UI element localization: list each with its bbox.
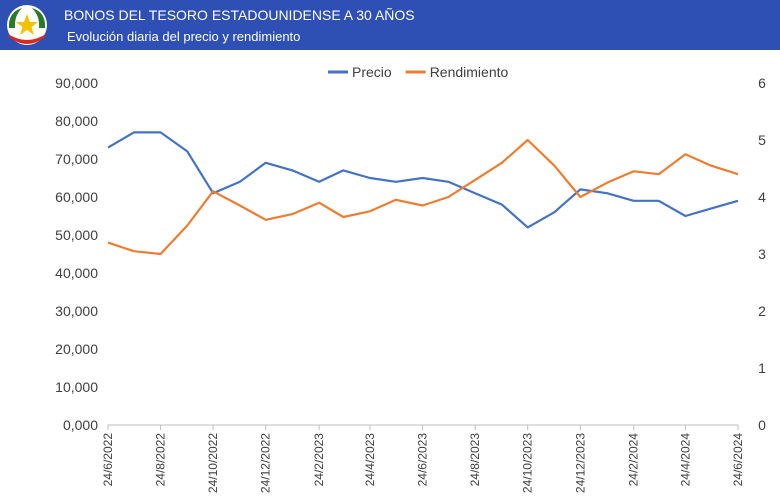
left-axis-tick-label: 30,000 (55, 303, 98, 319)
left-axis-tick-label: 20,000 (55, 341, 98, 357)
left-axis-tick-label: 80,000 (55, 113, 98, 129)
right-axis-ticks: 0 1 2 3 4 5 6 (758, 75, 766, 433)
left-axis-tick-label: 50,000 (55, 227, 98, 243)
x-axis-tick-label: 24/10/2022 (206, 433, 220, 493)
series-line-rendimiento (107, 138, 739, 256)
left-axis-tick-label: 70,000 (55, 151, 98, 167)
x-axis-tick-label: 24/4/2024 (678, 433, 692, 487)
x-axis-tick-label: 24/6/2024 (731, 433, 745, 487)
header-subtitle: Evolución diaria del precio y rendimient… (67, 29, 301, 44)
x-axis-tick-label: 24/2/2024 (627, 433, 641, 487)
coat-of-arms-logo (7, 5, 47, 45)
left-axis-tick-label: 0,000 (63, 417, 98, 433)
x-axis-tick-label: 24/6/2022 (101, 433, 115, 487)
x-axis-tick-label: 24/8/2022 (154, 433, 168, 487)
right-axis-tick-label: 3 (758, 246, 766, 262)
left-axis-tick-label: 10,000 (55, 379, 98, 395)
left-axis-ticks: 0,000 10,000 20,000 30,000 40,000 50,000 60,00… (55, 75, 98, 433)
right-axis-tick-label: 5 (758, 132, 766, 148)
right-axis-tick-label: 1 (758, 360, 766, 376)
left-axis-tick-label: 90,000 (55, 75, 98, 91)
series-line-precio (107, 131, 739, 229)
right-axis-tick-label: 4 (758, 189, 766, 205)
right-axis-tick-label: 2 (758, 303, 766, 319)
right-axis-tick-label: 6 (758, 75, 766, 91)
left-axis-tick-label: 40,000 (55, 265, 98, 281)
x-axis-tick-label: 24/2/2023 (312, 433, 326, 487)
x-axis-tick-label: 24/12/2022 (259, 433, 273, 493)
legend: Precio Rendimiento (328, 64, 509, 80)
x-axis-tick-label: 24/12/2023 (573, 433, 587, 493)
x-axis-ticks: 24/6/2022 24/8/2022 24/10/2022 24/12/2022 24… (101, 425, 745, 493)
header-title: BONOS DEL TESORO ESTADOUNIDENSE A 30 AÑO… (64, 7, 415, 23)
line-chart: 0,000 10,000 20,000 30,000 40,000 50,000 60,00… (55, 64, 766, 493)
x-axis-tick-label: 24/6/2023 (416, 433, 430, 487)
x-axis-tick-label: 24/4/2023 (363, 433, 377, 487)
x-axis-tick-label: 24/10/2023 (521, 433, 535, 493)
header-bar: BONOS DEL TESORO ESTADOUNIDENSE A 30 AÑO… (0, 0, 780, 50)
right-axis-tick-label: 0 (758, 417, 766, 433)
legend-label: Precio (352, 64, 392, 80)
x-axis-tick-label: 24/8/2023 (468, 433, 482, 487)
legend-label: Rendimiento (430, 64, 509, 80)
series-layer (107, 131, 739, 256)
left-axis-tick-label: 60,000 (55, 189, 98, 205)
